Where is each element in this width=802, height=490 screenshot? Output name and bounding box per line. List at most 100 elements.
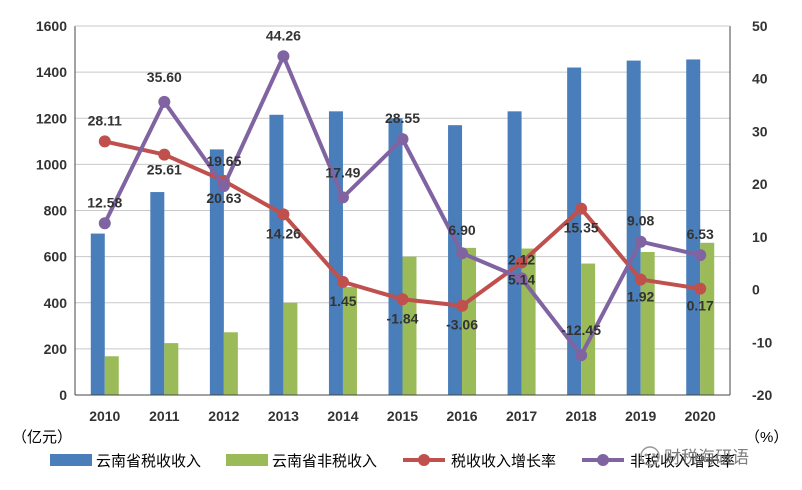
bar-tax — [388, 118, 403, 395]
y-left-tick-label: 600 — [44, 249, 68, 265]
legend-marker-nontax-growth — [597, 454, 609, 466]
data-label-nontax-growth: 44.26 — [266, 27, 301, 43]
legend-swatch-tax — [50, 454, 92, 466]
legend-label-nontax-growth: 非税收入增长率 — [630, 453, 735, 470]
watermark: 财税海研语 — [640, 446, 749, 467]
y-right-tick-label: 40 — [752, 71, 768, 87]
point-nontax-growth — [575, 349, 588, 362]
y-left-axis-label: （亿元） — [12, 429, 72, 446]
x-tick-label: 2018 — [566, 408, 597, 424]
bars — [90, 59, 715, 396]
y-left-tick-label: 0 — [59, 387, 67, 403]
legend: 云南省税收收入 云南省非税收入 税收收入增长率 非税收入增长率 — [50, 453, 735, 470]
bar-nontax — [342, 287, 357, 395]
legend-swatch-nontax — [226, 454, 268, 466]
y-right-tick-label: -20 — [752, 387, 772, 403]
point-tax-growth — [634, 273, 647, 286]
x-tick-label: 2011 — [149, 408, 180, 424]
bar-tax — [150, 192, 165, 395]
bar-tax — [567, 67, 582, 395]
x-tick-label: 2013 — [268, 408, 299, 424]
wechat-icon-dot — [652, 453, 656, 457]
point-nontax-growth — [515, 272, 528, 285]
data-label-nontax-growth: 6.53 — [687, 226, 714, 242]
data-label-tax-growth: -1.84 — [387, 310, 419, 326]
y-right-tick-label: 20 — [752, 176, 768, 192]
y-right-tick-label: 50 — [752, 18, 768, 34]
point-tax-growth — [336, 275, 349, 288]
data-label-tax-growth: 5.14 — [508, 271, 535, 287]
bar-tax — [90, 233, 105, 395]
bar-nontax — [640, 252, 655, 395]
x-tick-label: 2017 — [506, 408, 537, 424]
data-label-nontax-growth: 17.49 — [325, 164, 360, 180]
legend-label-tax: 云南省税收收入 — [96, 453, 201, 470]
x-tick-label: 2015 — [387, 408, 418, 424]
data-label-nontax-growth: -12.45 — [561, 322, 601, 338]
y-right-tick-label: 30 — [752, 123, 768, 139]
y-right-tick-label: -10 — [752, 334, 772, 350]
lines — [98, 50, 707, 362]
y-left-tick-label: 400 — [44, 295, 68, 311]
data-label-nontax-growth: 6.90 — [448, 222, 475, 238]
axes — [74, 25, 731, 396]
data-label-tax-growth: 25.61 — [147, 162, 182, 178]
x-tick-label: 2019 — [625, 408, 656, 424]
bar-nontax — [104, 356, 119, 395]
data-label-tax-growth: 20.63 — [206, 190, 241, 206]
point-nontax-growth — [634, 235, 647, 248]
data-label-nontax-growth: 9.08 — [627, 213, 654, 229]
point-tax-growth — [456, 299, 469, 312]
data-label-tax-growth: 28.11 — [88, 112, 122, 128]
x-tick-label: 2016 — [446, 408, 477, 424]
bar-tax — [209, 149, 224, 395]
data-labels: 28.11 25.61 20.63 14.26 1.45 -1.84 -3.06 5.14 15… — [87, 27, 714, 338]
point-nontax-growth — [158, 95, 171, 108]
y-left-tick-label: 800 — [44, 203, 68, 219]
bar-tax — [328, 111, 343, 396]
data-label-tax-growth: -3.06 — [446, 317, 478, 333]
data-label-tax-growth: 0.17 — [687, 298, 714, 314]
bar-nontax — [283, 302, 298, 395]
x-tick-label: 2012 — [208, 408, 239, 424]
point-tax-growth — [515, 256, 528, 269]
watermark-text: 财税海研语 — [664, 448, 749, 467]
legend-marker-tax-growth — [418, 454, 430, 466]
bar-tax — [448, 125, 463, 395]
point-nontax-growth — [98, 217, 111, 230]
point-tax-growth — [277, 208, 290, 221]
y-right-tick-label: 10 — [752, 229, 768, 245]
bar-tax — [626, 60, 641, 395]
bar-nontax — [164, 343, 179, 395]
data-label-tax-growth: 15.35 — [564, 220, 599, 236]
y-left-tick-label: 1200 — [36, 110, 67, 126]
point-tax-growth — [158, 148, 171, 161]
bar-tax — [686, 59, 701, 396]
y-left-tick-label: 1000 — [36, 156, 67, 172]
data-label-tax-growth: 1.45 — [329, 293, 356, 309]
point-tax-growth — [396, 293, 409, 306]
legend-label-nontax: 云南省非税收入 — [272, 453, 377, 470]
y-left-tick-label: 1600 — [36, 18, 67, 34]
point-nontax-growth — [336, 191, 349, 204]
x-tick-label: 2020 — [685, 408, 716, 424]
data-label-nontax-growth: 2.12 — [508, 251, 535, 267]
data-label-nontax-growth: 12.58 — [87, 194, 122, 210]
point-tax-growth — [98, 135, 111, 148]
bar-tax — [507, 111, 522, 396]
y-left-tick-label: 200 — [44, 341, 68, 357]
data-label-nontax-growth: 28.55 — [385, 110, 420, 126]
y-right-axis-label: （%） — [745, 429, 788, 446]
y-left-tick-label: 1400 — [36, 64, 67, 80]
bar-nontax — [402, 256, 417, 395]
x-tick-label: 2010 — [89, 408, 120, 424]
point-nontax-growth — [396, 133, 409, 146]
point-nontax-growth — [217, 179, 230, 192]
point-tax-growth — [694, 282, 707, 295]
bar-nontax — [700, 242, 715, 395]
x-tick-label: 2014 — [327, 408, 358, 424]
data-label-nontax-growth: 19.65 — [206, 153, 241, 169]
point-nontax-growth — [277, 50, 290, 63]
data-label-tax-growth: 14.26 — [266, 225, 301, 241]
